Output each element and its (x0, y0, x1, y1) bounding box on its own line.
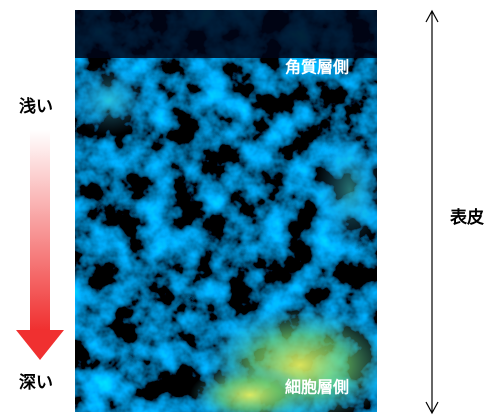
extent-label: 表皮 (450, 207, 484, 228)
microscopy-image (75, 10, 377, 412)
shallow-label: 浅い (19, 96, 53, 117)
extent-arrow (425, 9, 439, 415)
deep-label: 深い (19, 372, 53, 393)
image-label-top: 角質層側 (285, 58, 349, 77)
image-label-bottom: 細胞層側 (285, 378, 349, 397)
depth-arrow-shaft (30, 130, 50, 330)
depth-arrow-head (16, 330, 64, 360)
